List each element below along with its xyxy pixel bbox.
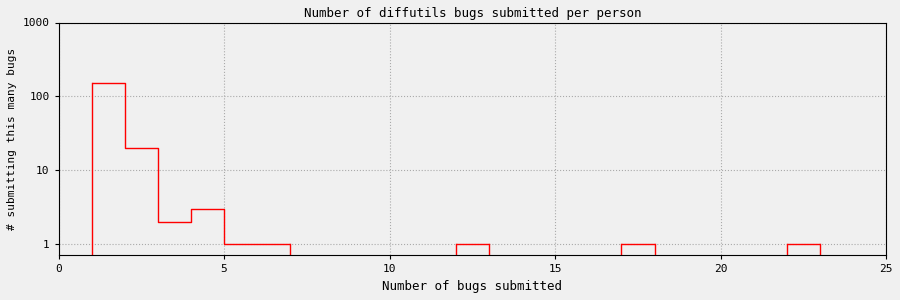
X-axis label: Number of bugs submitted: Number of bugs submitted <box>382 280 562 293</box>
Y-axis label: # submitting this many bugs: # submitting this many bugs <box>7 48 17 230</box>
Title: Number of diffutils bugs submitted per person: Number of diffutils bugs submitted per p… <box>303 7 641 20</box>
